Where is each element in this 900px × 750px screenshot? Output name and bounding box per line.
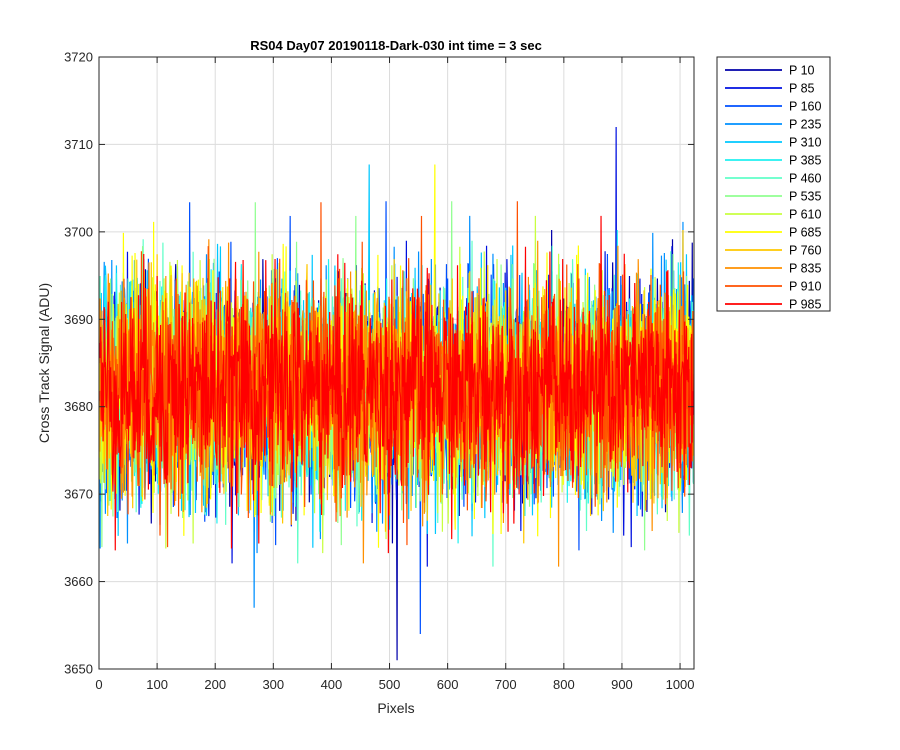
legend-label: P 10: [789, 64, 815, 78]
x-tick-label: 600: [437, 677, 459, 692]
y-tick-label: 3690: [64, 312, 93, 327]
x-tick-label: 200: [204, 677, 226, 692]
x-tick-label: 800: [553, 677, 575, 692]
legend: P 10 P 85 P 160 P 235 P 310 P 385 P 460 P 535 P …: [716, 56, 831, 312]
x-tick-label: 100: [146, 677, 168, 692]
y-axis-label: Cross Track Signal (ADU): [36, 283, 52, 443]
x-tick-label: 900: [611, 677, 633, 692]
x-tick-label: 400: [321, 677, 343, 692]
chart-title: RS04 Day07 20190118-Dark-030 int time = …: [250, 38, 542, 53]
y-tick-label: 3720: [64, 50, 93, 65]
y-tick-label: 3660: [64, 574, 93, 589]
axis-ticks: [98, 56, 694, 670]
x-tick-label: 300: [262, 677, 284, 692]
legend-label: P 160: [789, 100, 821, 114]
y-tick-label: 3650: [64, 662, 93, 677]
y-tick-label: 3680: [64, 399, 93, 414]
legend-label: P 235: [789, 118, 821, 132]
y-tick-label: 3710: [64, 137, 93, 152]
legend-label: P 385: [789, 154, 821, 168]
x-axis-label: Pixels: [377, 700, 414, 716]
y-tick-label: 3670: [64, 487, 93, 502]
x-tick-label: 700: [495, 677, 517, 692]
legend-label: P 760: [789, 244, 821, 258]
legend-label: P 685: [789, 226, 821, 240]
series-line-p910: [99, 201, 694, 548]
x-tick-label: 500: [379, 677, 401, 692]
y-tick-label: 3700: [64, 224, 93, 239]
series-line-p985: [99, 215, 694, 554]
legend-label: P 535: [789, 190, 821, 204]
legend-label: P 835: [789, 262, 821, 276]
legend-label: P 610: [789, 208, 821, 222]
legend-label: P 910: [789, 280, 821, 294]
x-tick-label: 1000: [666, 677, 695, 692]
plot-area: [99, 126, 694, 661]
legend-label: P 85: [789, 82, 815, 96]
legend-label: P 985: [789, 298, 821, 312]
x-tick-label: 0: [95, 677, 102, 692]
legend-label: P 310: [789, 136, 821, 150]
plot-frame: [98, 56, 695, 670]
legend-label: P 460: [789, 172, 821, 186]
